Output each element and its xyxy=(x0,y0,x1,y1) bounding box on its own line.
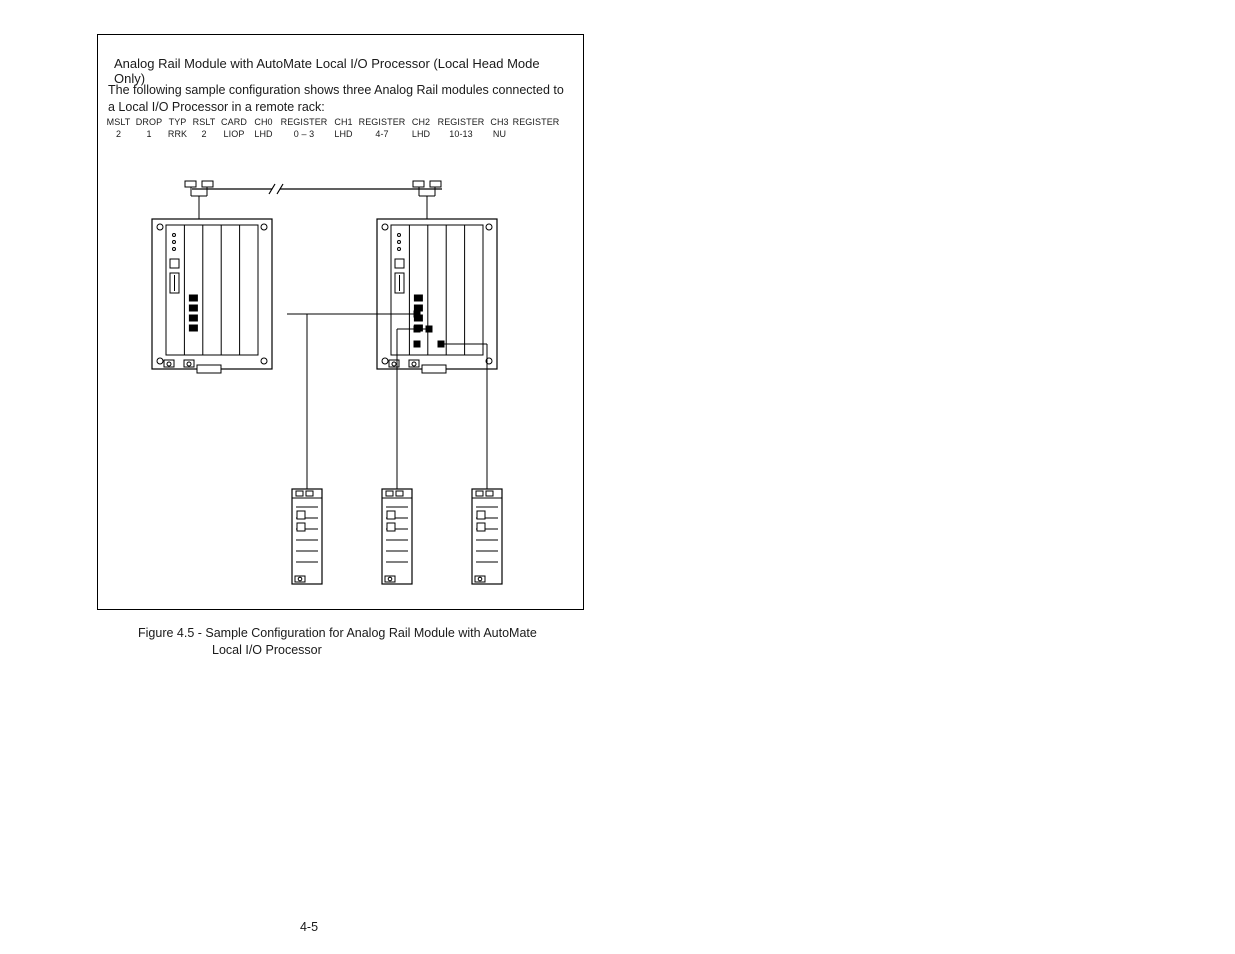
config-header-col: CH2LHD xyxy=(408,117,434,140)
figure-caption: Figure 4.5 - Sample Configuration for An… xyxy=(138,625,598,659)
config-header-col: REGISTER4-7 xyxy=(356,117,408,140)
config-header-col: REGISTER0 – 3 xyxy=(277,117,331,140)
config-header-col: CARDLIOP xyxy=(218,117,250,140)
caption-line1: Sample Configuration for Analog Rail Mod… xyxy=(205,626,536,640)
config-header-col: REGISTER10-13 xyxy=(434,117,488,140)
config-header-row: MSLT2DROP1TYPRRKRSLT2CARDLIOPCH0LHDREGIS… xyxy=(104,117,564,140)
config-header-col: CH3NU xyxy=(488,117,511,140)
config-header-col: CH0LHD xyxy=(250,117,277,140)
config-header-col: TYPRRK xyxy=(165,117,190,140)
caption-prefix: Figure 4.5 - xyxy=(138,626,205,640)
config-header-col: DROP1 xyxy=(133,117,165,140)
caption-line2: Local I/O Processor xyxy=(212,642,322,659)
page-number: 4-5 xyxy=(0,920,618,934)
config-header-col: MSLT2 xyxy=(104,117,133,140)
page: Analog Rail Module with AutoMate Local I… xyxy=(0,0,1235,954)
config-header-col: CH1LHD xyxy=(331,117,356,140)
config-header-col: REGISTER xyxy=(511,117,561,140)
config-header-col: RSLT2 xyxy=(190,117,218,140)
figure-description: The following sample configuration shows… xyxy=(108,82,570,116)
